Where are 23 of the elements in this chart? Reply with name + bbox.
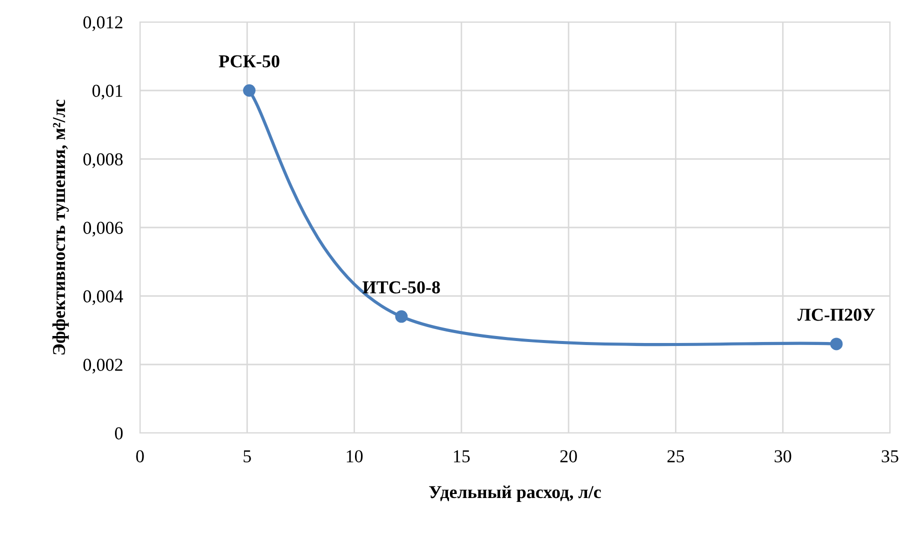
point bbox=[830, 338, 843, 350]
y-tick-label: 0,008 bbox=[83, 153, 123, 168]
y-tick-label: 0,01 bbox=[92, 84, 122, 100]
y-axis-title: Эффективность тушения, м²/лс bbox=[52, 100, 69, 354]
x-tick-label: 20 bbox=[560, 450, 577, 462]
y-tick-label: 0,012 bbox=[83, 16, 122, 32]
y-tick-label: 0,004 bbox=[83, 290, 124, 306]
annotation: ИТС-50-8 bbox=[362, 281, 440, 294]
annotation: РСК-50 bbox=[218, 55, 280, 68]
x-tick-label: 10 bbox=[346, 450, 363, 462]
y-tick-label: 0 bbox=[114, 427, 123, 440]
y-tick-label: 0,002 bbox=[83, 358, 122, 374]
annotation: ЛС-П20У bbox=[798, 308, 875, 321]
x-tick-label: 25 bbox=[667, 450, 684, 462]
point bbox=[243, 84, 256, 97]
x-axis-title: Удельный расход, л/с bbox=[429, 486, 601, 502]
point bbox=[395, 310, 408, 323]
y-tick-label: 0,006 bbox=[83, 222, 123, 237]
x-tick-label: 35 bbox=[882, 450, 898, 462]
x-tick-label: 15 bbox=[454, 450, 470, 462]
x-tick-label: 30 bbox=[774, 450, 792, 462]
x-tick-label: 0 bbox=[136, 450, 144, 462]
x-tick-label: 5 bbox=[244, 450, 251, 462]
